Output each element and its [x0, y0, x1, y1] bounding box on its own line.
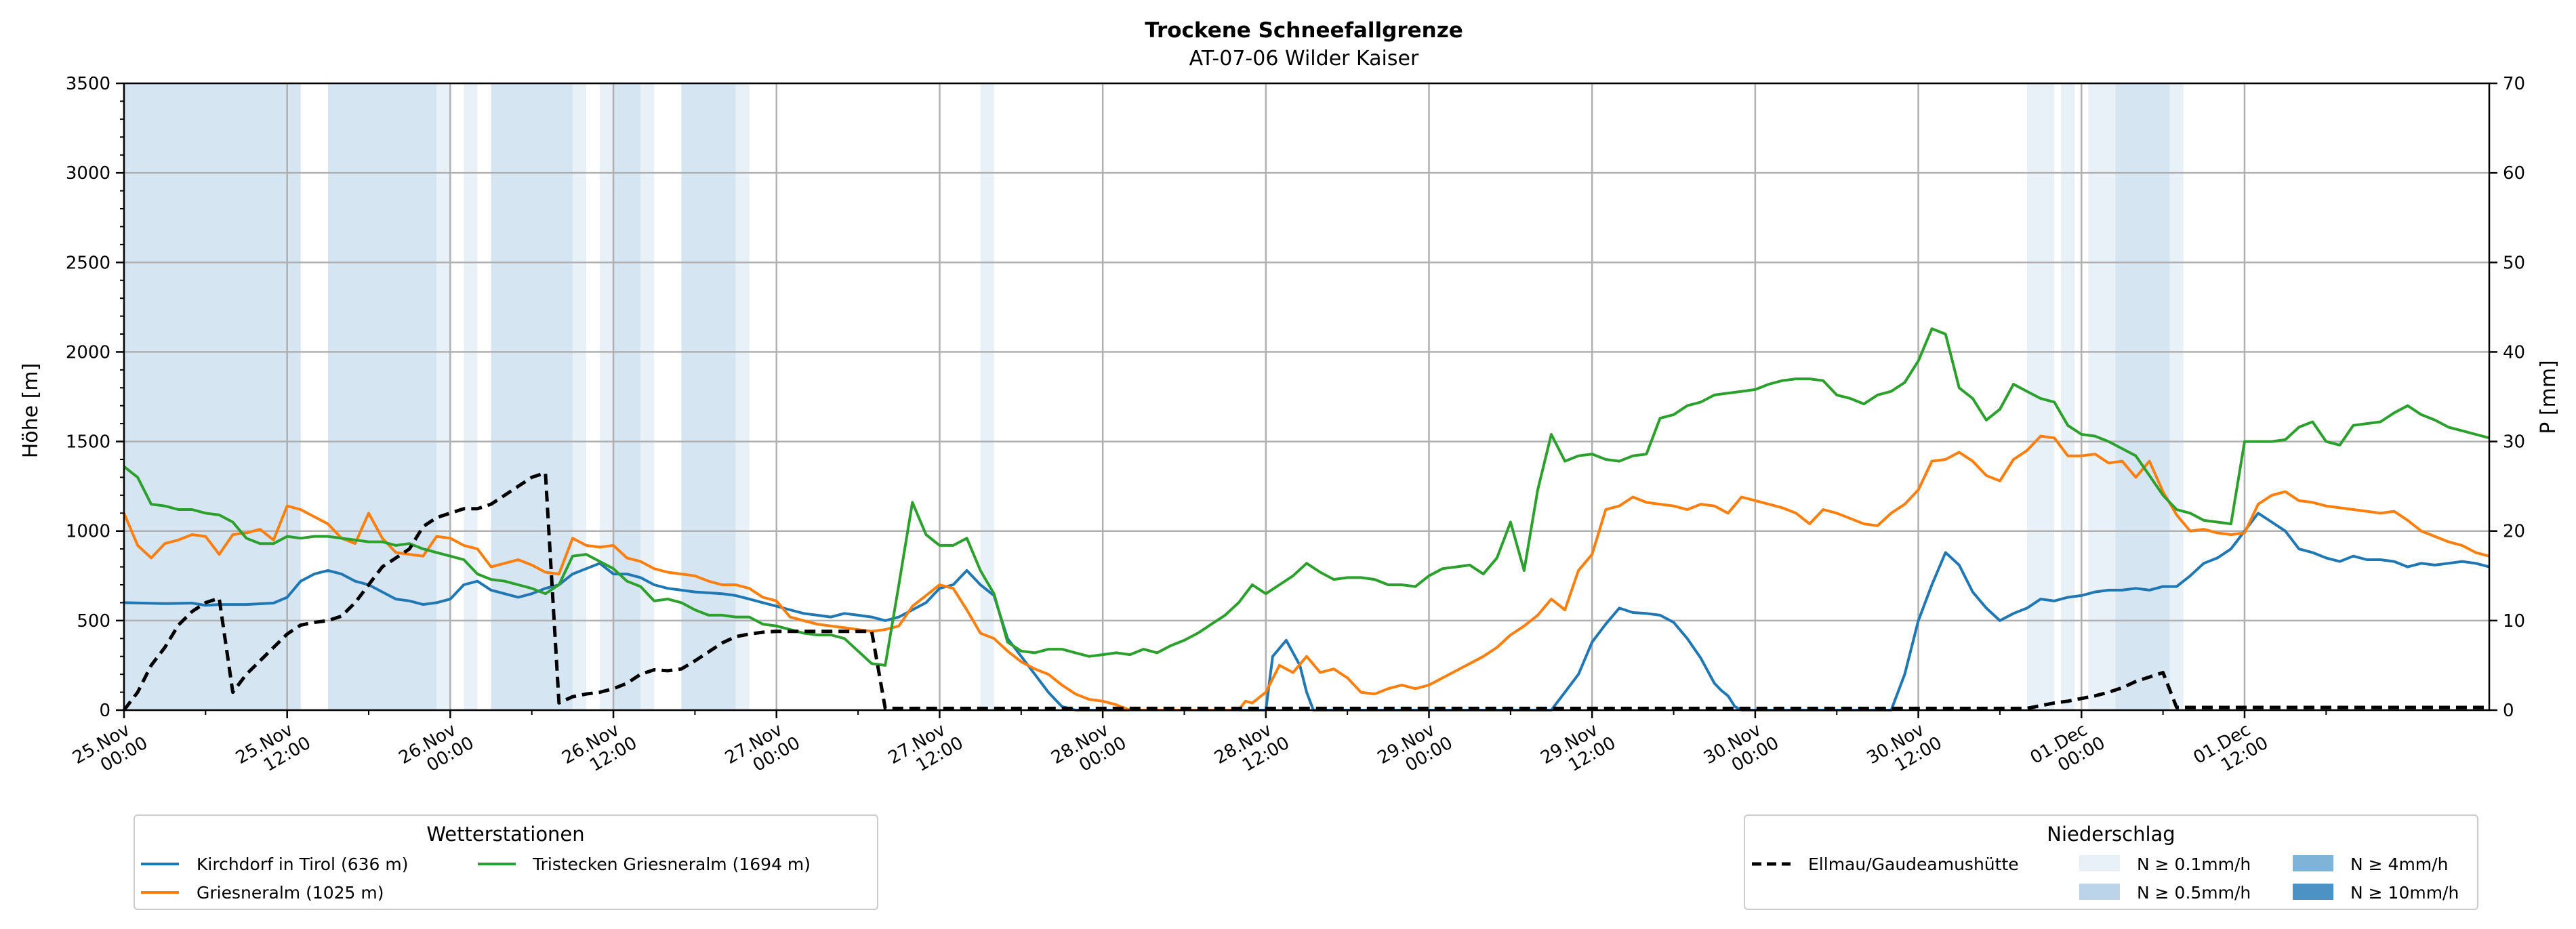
precip-band-13	[2061, 83, 2075, 710]
precip-band-9	[681, 83, 736, 710]
y-tick-label-2: 1000	[66, 522, 110, 542]
precip-band-6	[600, 83, 614, 710]
precip-band-15	[2115, 83, 2170, 710]
series-lines	[123, 327, 2490, 711]
y2-tick-label-3: 30	[2503, 432, 2525, 453]
legend-stations: Wetterstationen Kirchdorf in Tirol (636 …	[134, 814, 878, 910]
series-line-2	[123, 327, 2490, 667]
legend-precip-title: Niederschlag	[2047, 823, 2175, 846]
precip-band-0	[124, 83, 301, 710]
series-line-3	[123, 471, 2489, 711]
precip-band-4	[491, 83, 573, 710]
precip-band-1	[327, 83, 437, 710]
y2-tick-label-1: 10	[2503, 611, 2525, 632]
precip-band-10	[735, 83, 750, 710]
legend-precip: Niederschlag Ellmau/Gaudeamushütte N ≥ 0…	[1744, 814, 2478, 910]
y-tick-label-5: 2500	[66, 253, 110, 273]
precip-band-16	[2169, 83, 2184, 710]
y2-tick-label-2: 20	[2503, 522, 2525, 542]
y2-tick-label-6: 60	[2503, 163, 2525, 184]
plot-frame	[123, 82, 2491, 711]
legend-swatch-n4	[2293, 855, 2333, 871]
legend-label-n05: N ≥ 0.5mm/h	[2137, 883, 2251, 903]
precip-band-5	[572, 83, 586, 710]
y2-tick-label-7: 70	[2503, 74, 2525, 94]
y2-tick-label-5: 50	[2503, 253, 2525, 273]
chart-subtitle: AT-07-06 Wilder Kaiser	[1189, 47, 1419, 70]
legend-label-n4: N ≥ 4mm/h	[2350, 854, 2448, 874]
y-tick-label-0: 0	[99, 701, 110, 721]
series-line-1	[123, 434, 2490, 711]
legend-swatch-n01	[2079, 855, 2120, 871]
y-tick-label-6: 3000	[66, 163, 110, 184]
legend-swatch-n10	[2293, 884, 2333, 900]
y-tick-label-1: 500	[77, 611, 110, 632]
y-tick-label-4: 2000	[66, 342, 110, 363]
axes: 0 500 1000 1500 2000 2500 3000 3500 0 10 20 30 40 50 6…	[66, 74, 2525, 776]
y2-tick-label-4: 40	[2503, 342, 2525, 363]
y-axis-title: Höhe [m]	[19, 363, 43, 459]
chart-title: Trockene Schneefallgrenze	[1145, 18, 1463, 43]
precip-band-2	[436, 83, 451, 710]
legend-stations-title: Wetterstationen	[426, 823, 584, 846]
legend-label-n10: N ≥ 10mm/h	[2350, 883, 2459, 903]
precip-band-3	[464, 83, 478, 710]
y2-axis-title: P [mm]	[2537, 360, 2560, 434]
precip-band-11	[980, 83, 994, 710]
legend-swatch-n05	[2079, 884, 2120, 900]
y-tick-label-3: 1500	[66, 432, 110, 453]
legend-label-ellmau: Ellmau/Gaudeamushütte	[1808, 854, 2019, 874]
legend-label-n01: N ≥ 0.1mm/h	[2137, 854, 2251, 874]
precip-band-12	[2027, 83, 2055, 710]
precip-band-7	[613, 83, 641, 710]
y-tick-label-7: 3500	[66, 74, 110, 94]
precip-band-8	[640, 83, 655, 710]
precip-bands	[124, 83, 2184, 710]
y2-tick-label-0: 0	[2503, 701, 2514, 721]
legend-label-tristecken: Tristecken Griesneralm (1694 m)	[532, 854, 811, 874]
legend-label-kirchdorf: Kirchdorf in Tirol (636 m)	[197, 854, 408, 874]
legend-label-griesneralm: Griesneralm (1025 m)	[197, 883, 384, 903]
precip-band-14	[2088, 83, 2116, 710]
legend-stations-frame	[134, 814, 878, 910]
